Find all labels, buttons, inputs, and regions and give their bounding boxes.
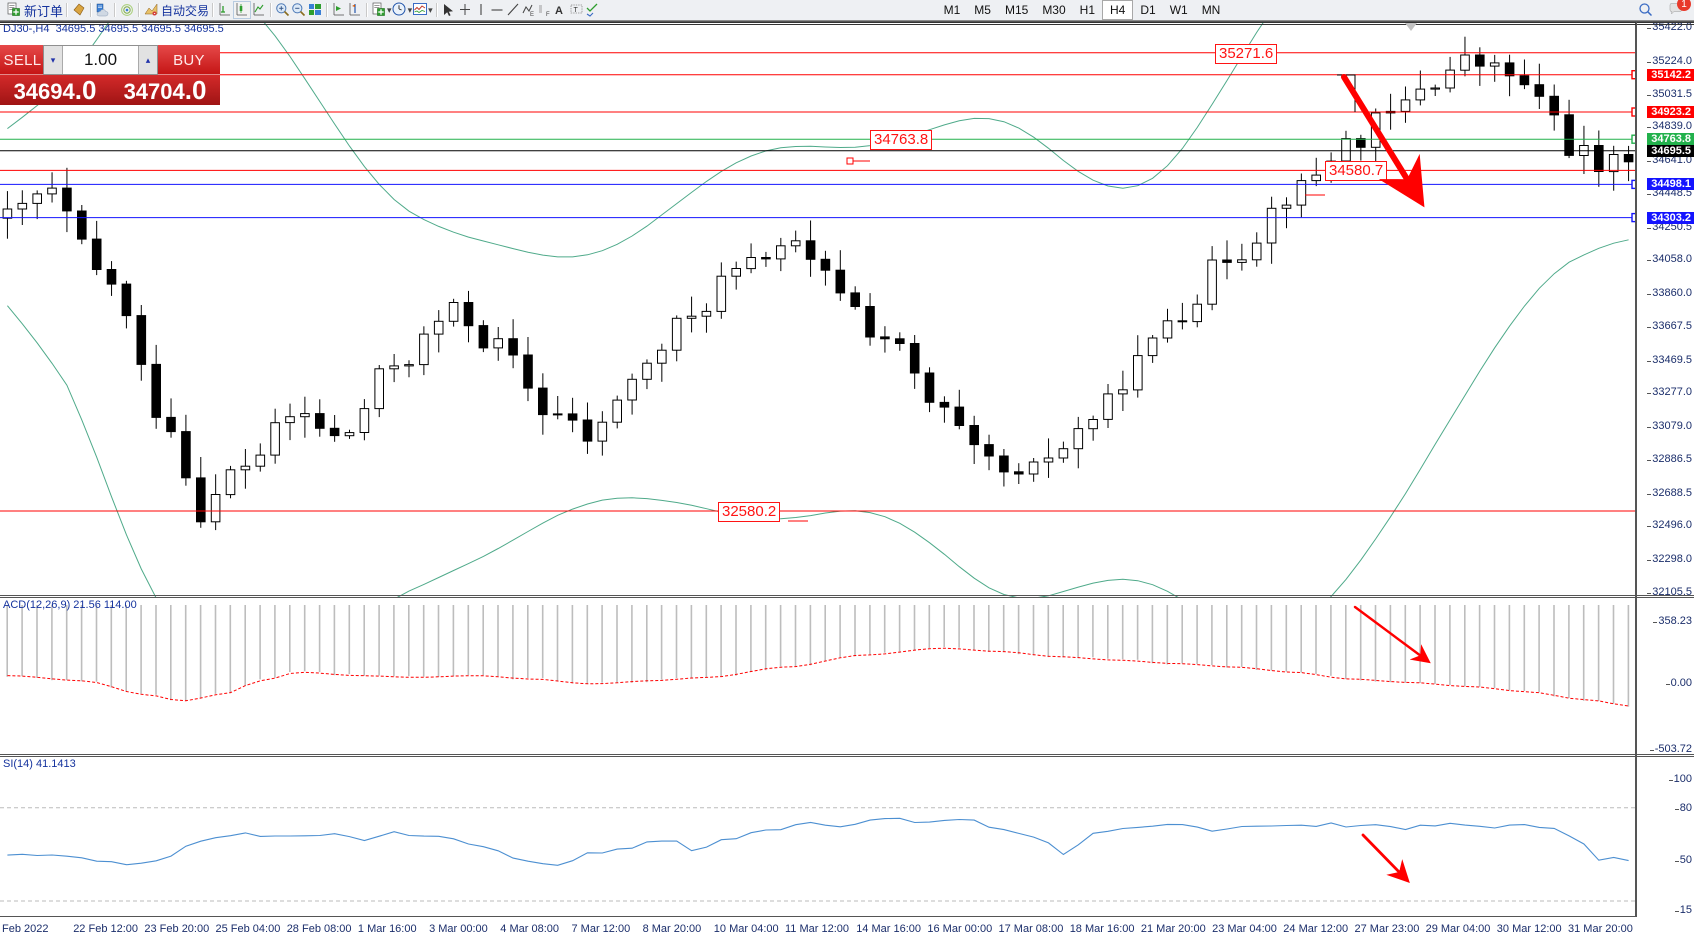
- svg-text:F: F: [546, 12, 550, 18]
- svg-text:A: A: [555, 5, 563, 17]
- svg-text:T: T: [573, 7, 578, 14]
- svg-text:E: E: [530, 12, 534, 18]
